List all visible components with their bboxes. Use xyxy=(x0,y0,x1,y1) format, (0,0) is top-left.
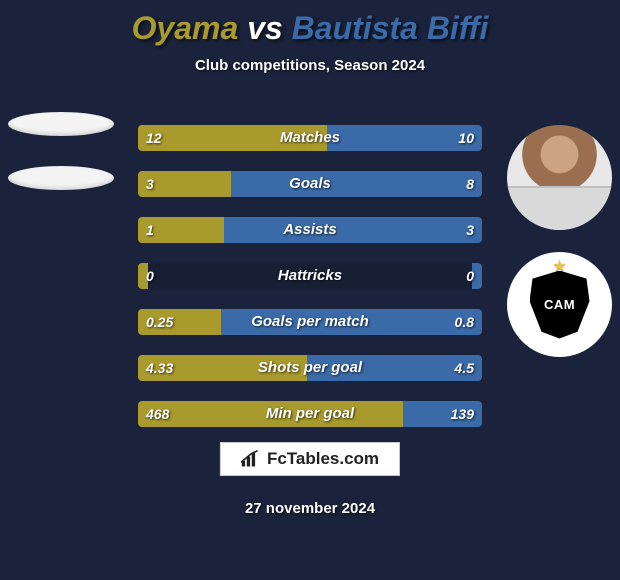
stat-row: Hattricks0 0 xyxy=(138,263,482,289)
stat-label: Assists xyxy=(138,217,482,243)
stat-row: Matches12 10 xyxy=(138,125,482,151)
stat-bars: Matches1210Goals38Assists13Hattricks00Go… xyxy=(138,125,482,447)
stat-value-right: 0.8 xyxy=(455,309,474,335)
stat-value-right: 10 xyxy=(458,125,474,151)
club-shield-text: CAM xyxy=(544,297,575,312)
left-avatars xyxy=(8,112,114,220)
stat-label: Min per goal xyxy=(138,401,482,427)
stat-label: Hattricks xyxy=(138,263,482,289)
stat-value-left: 3 xyxy=(146,171,154,197)
stat-row: Goals per match0.25 0.8 xyxy=(138,309,482,335)
club-shield: CAM xyxy=(530,271,590,339)
stat-label: Shots per goal xyxy=(138,355,482,381)
stat-value-left: 0.25 xyxy=(146,309,173,335)
player-avatar-placeholder xyxy=(8,112,114,136)
chart-icon xyxy=(241,450,261,468)
club-badge: ★CAM xyxy=(507,252,612,357)
stat-row: Shots per goal4.33 4.5 xyxy=(138,355,482,381)
stat-value-left: 0 xyxy=(146,263,154,289)
subtitle: Club competitions, Season 2024 xyxy=(0,57,620,74)
stat-value-left: 12 xyxy=(146,125,162,151)
stat-value-left: 468 xyxy=(146,401,169,427)
stat-value-right: 0 xyxy=(466,263,474,289)
stat-value-right: 8 xyxy=(466,171,474,197)
player1-name: Oyama xyxy=(132,10,239,46)
brand-text: FcTables.com xyxy=(267,449,379,469)
stat-value-left: 1 xyxy=(146,217,154,243)
stat-label: Goals per match xyxy=(138,309,482,335)
stat-value-right: 3 xyxy=(466,217,474,243)
player2-name: Bautista Biffi xyxy=(292,10,489,46)
stat-label: Matches xyxy=(138,125,482,151)
player-avatar xyxy=(507,125,612,230)
stat-row: Min per goal468 139 xyxy=(138,401,482,427)
footer-date: 27 november 2024 xyxy=(0,500,620,517)
stat-label: Goals xyxy=(138,171,482,197)
brand-badge: FcTables.com xyxy=(220,442,400,476)
stat-value-right: 139 xyxy=(451,401,474,427)
stat-row: Goals3 8 xyxy=(138,171,482,197)
right-avatars: ★CAM xyxy=(507,125,612,357)
comparison-title: Oyama vs Bautista Biffi xyxy=(0,0,620,47)
stat-row: Assists1 3 xyxy=(138,217,482,243)
stat-value-right: 4.5 xyxy=(455,355,474,381)
player-avatar-placeholder xyxy=(8,166,114,190)
stat-value-left: 4.33 xyxy=(146,355,173,381)
vs-text: vs xyxy=(247,10,283,46)
